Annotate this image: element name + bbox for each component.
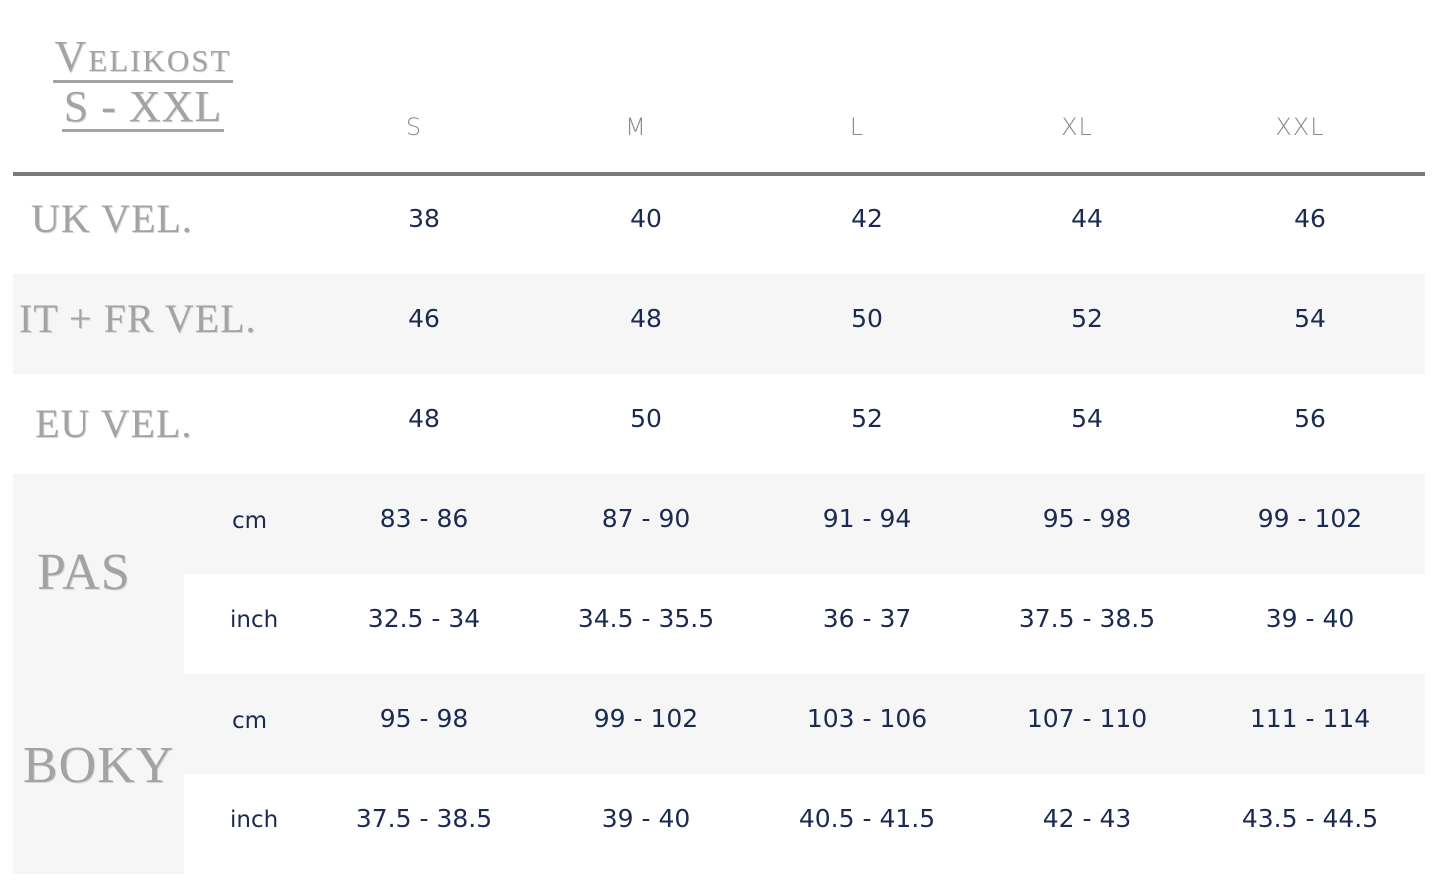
cell-uk-m: 40 [630,204,662,233]
cell-pas-inch-s: 32.5 - 34 [367,604,481,633]
unit-pas-cm: cm [232,508,268,534]
cell-eu-xxl: 56 [1294,404,1326,433]
table-row-pas-cm [184,474,1425,574]
title-velikost: Velikost [52,32,234,83]
cell-eu-l: 52 [851,404,883,433]
pas-group-label-block [13,474,184,674]
table-row-uk [13,176,1425,276]
cell-pas-inch-m: 34.5 - 35.5 [577,604,715,633]
cell-boky-cm-xxl: 111 - 114 [1249,704,1371,733]
table-row-it-fr [13,274,1425,374]
cell-boky-cm-xl: 107 - 110 [1026,704,1148,733]
title-size-range: S - XXL [61,82,225,132]
cell-itfr-s: 46 [408,304,440,333]
unit-boky-cm: cm [232,708,268,734]
unit-boky-inch: inch [230,807,279,833]
cell-boky-cm-l: 103 - 106 [806,704,928,733]
table-row-pas-inch [184,574,1425,674]
size-chart-title: Velikost S - XXL [40,34,246,132]
column-header-s: S [405,113,423,141]
cell-uk-xl: 44 [1071,204,1103,233]
table-row-boky-inch [184,774,1425,874]
cell-boky-inch-xxl: 43.5 - 44.5 [1241,804,1379,833]
row-label-pas: PAS [37,544,131,601]
cell-itfr-l: 50 [851,304,883,333]
cell-pas-cm-m: 87 - 90 [601,504,691,533]
row-label-boky: BOKY [23,737,175,794]
header-divider [13,172,1425,176]
cell-pas-cm-xl: 95 - 98 [1042,504,1132,533]
column-header-l: L [849,113,865,141]
cell-boky-inch-s: 37.5 - 38.5 [355,804,493,833]
cell-itfr-xl: 52 [1071,304,1103,333]
cell-itfr-m: 48 [630,304,662,333]
cell-uk-l: 42 [851,204,883,233]
cell-boky-inch-l: 40.5 - 41.5 [798,804,936,833]
cell-eu-s: 48 [408,404,440,433]
cell-boky-inch-m: 39 - 40 [601,804,691,833]
cell-eu-m: 50 [630,404,662,433]
cell-uk-xxl: 46 [1294,204,1326,233]
table-row-boky-cm [184,674,1425,774]
cell-pas-inch-xxl: 39 - 40 [1265,604,1355,633]
table-row-eu [13,374,1425,474]
cell-pas-inch-xl: 37.5 - 38.5 [1018,604,1156,633]
cell-pas-cm-xxl: 99 - 102 [1257,504,1363,533]
cell-uk-s: 38 [408,204,440,233]
column-header-xxl: XXL [1275,113,1325,141]
cell-pas-cm-s: 83 - 86 [379,504,469,533]
cell-boky-inch-xl: 42 - 43 [1042,804,1132,833]
row-label-it-fr: IT + FR VEL. [19,296,257,341]
row-label-eu: EU VEL. [35,401,193,446]
cell-boky-cm-m: 99 - 102 [593,704,699,733]
unit-pas-inch: inch [230,607,279,633]
row-label-uk: UK VEL. [31,196,193,241]
cell-pas-cm-l: 91 - 94 [822,504,912,533]
cell-eu-xl: 54 [1071,404,1103,433]
boky-group-label-block [13,674,184,874]
cell-pas-inch-l: 36 - 37 [822,604,912,633]
cell-boky-cm-s: 95 - 98 [379,704,469,733]
cell-itfr-xxl: 54 [1294,304,1326,333]
column-header-m: M [625,113,647,141]
column-header-xl: XL [1061,113,1093,141]
